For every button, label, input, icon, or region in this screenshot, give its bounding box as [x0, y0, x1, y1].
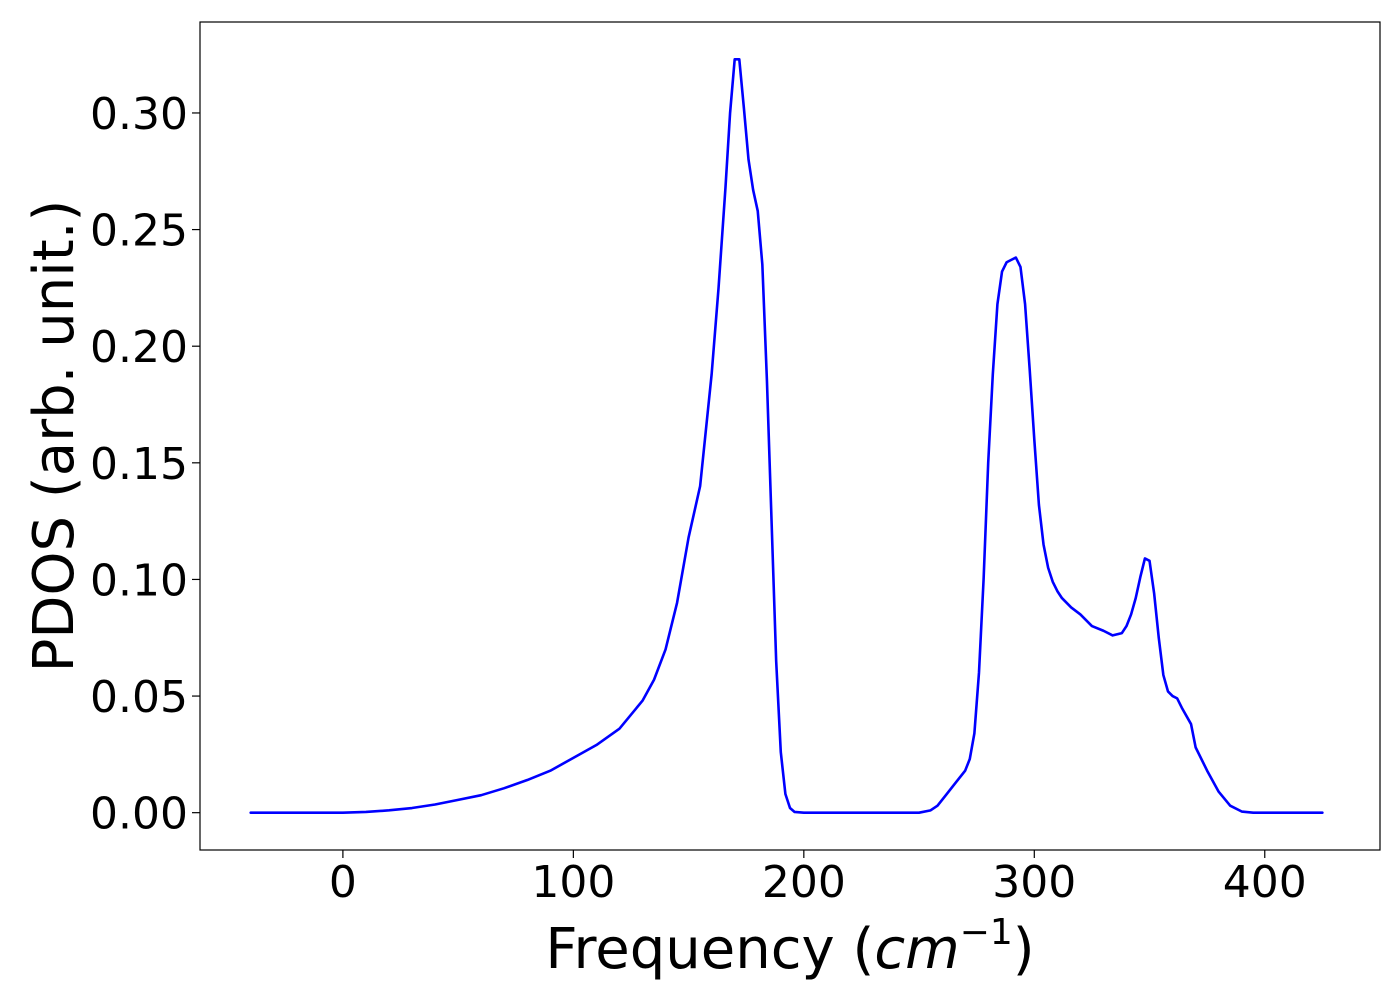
y-axis-ticks: 0.00 0.05 0.10 0.15 0.20 0.25 0.30 — [90, 89, 200, 840]
y-tick-label: 0.10 — [90, 555, 188, 606]
y-tick-label: 0.20 — [90, 322, 188, 373]
plot-area — [199, 21, 1381, 851]
y-tick-label: 0.25 — [90, 206, 188, 257]
x-axis-label-suffix: ) — [1013, 917, 1035, 982]
plot-frame — [199, 21, 1381, 851]
x-tick-label: 300 — [992, 857, 1076, 908]
y-tick-label: 0.05 — [90, 672, 188, 723]
y-axis-label: PDOS (arb. unit.) — [22, 200, 87, 673]
y-tick-label: 0.30 — [90, 89, 188, 140]
x-tick-label: 0 — [329, 857, 357, 908]
series-line — [249, 58, 1324, 814]
x-axis-ticks: 0 100 200 300 400 — [329, 850, 1307, 908]
x-tick-label: 200 — [762, 857, 846, 908]
y-tick-label: 0.15 — [90, 439, 188, 490]
x-axis-label-unit: cm — [874, 917, 959, 982]
y-tick-label: 0.00 — [90, 789, 188, 840]
x-tick-label: 400 — [1223, 857, 1307, 908]
x-axis-label-prefix: Frequency ( — [545, 917, 874, 982]
x-axis-label-exponent: −1 — [960, 912, 1013, 953]
x-tick-label: 100 — [531, 857, 615, 908]
data-layer — [249, 58, 1324, 814]
x-axis-label: Frequency (cm−1) — [545, 912, 1034, 982]
